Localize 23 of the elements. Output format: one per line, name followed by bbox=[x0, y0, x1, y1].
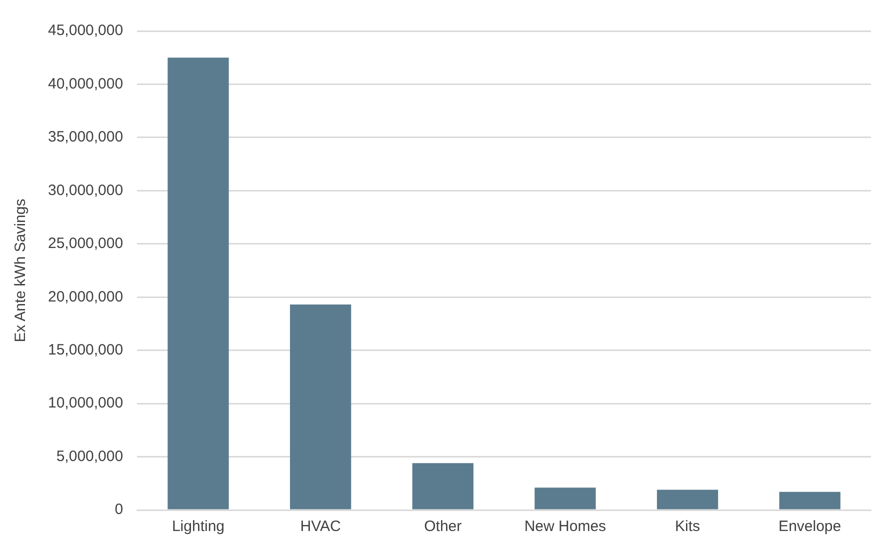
y-tick-label: 30,000,000 bbox=[48, 182, 124, 199]
y-tick-label: 0 bbox=[114, 501, 124, 518]
bar bbox=[779, 492, 840, 510]
x-tick-label: Lighting bbox=[172, 518, 225, 536]
y-tick-label: 10,000,000 bbox=[48, 394, 124, 412]
bar bbox=[290, 304, 352, 510]
x-tick-label: Envelope bbox=[778, 518, 842, 536]
x-tick-label: Other bbox=[424, 518, 462, 536]
x-tick-label: New Homes bbox=[524, 518, 606, 536]
bar bbox=[656, 490, 718, 510]
bar bbox=[412, 463, 474, 510]
y-axis-title: Ex Ante kWh Savings bbox=[12, 198, 30, 342]
x-tick-label: Kits bbox=[675, 518, 700, 536]
y-tick-label: 35,000,000 bbox=[48, 128, 124, 146]
y-tick-label: 40,000,000 bbox=[48, 75, 124, 92]
y-tick-label: 45,000,000 bbox=[48, 22, 124, 40]
bar bbox=[168, 58, 229, 510]
y-tick-label: 5,000,000 bbox=[56, 448, 124, 465]
bar bbox=[534, 488, 596, 510]
y-tick-label: 20,000,000 bbox=[48, 288, 124, 306]
y-tick-label: 15,000,000 bbox=[48, 341, 124, 358]
x-tick-label: HVAC bbox=[300, 518, 342, 536]
y-tick-label: 25,000,000 bbox=[48, 235, 124, 252]
